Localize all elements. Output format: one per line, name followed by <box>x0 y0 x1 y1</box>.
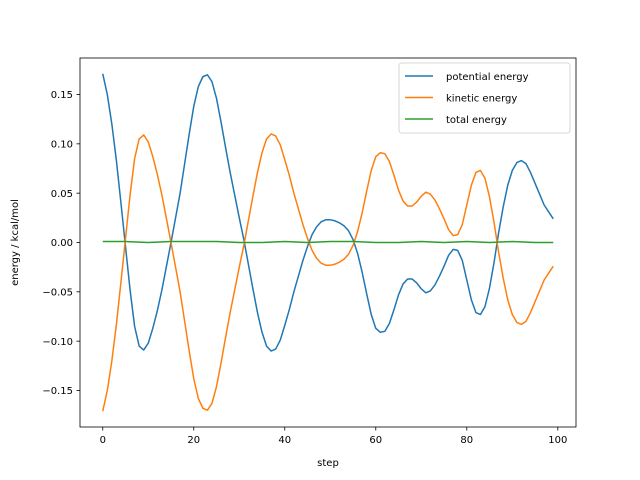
y-tick-label: 0.15 <box>51 90 73 101</box>
y-tick-label: 0.10 <box>51 139 73 150</box>
x-tick-label: 60 <box>369 435 382 446</box>
y-tick-label: 0.05 <box>51 189 73 200</box>
legend-label-potential-energy: potential energy <box>446 72 529 83</box>
series-line-kinetic-energy <box>102 133 554 412</box>
y-axis-ticks: −0.15 −0.10 −0.05 0.00 0.05 0.10 0.15 <box>42 90 80 397</box>
x-tick-label: 40 <box>278 435 291 446</box>
legend: potential energy kinetic energy total ener… <box>398 62 571 134</box>
legend-label-kinetic-energy: kinetic energy <box>446 94 517 105</box>
series-line-potential-energy <box>102 73 554 352</box>
y-tick-label: −0.05 <box>42 287 73 298</box>
x-tick-label: 20 <box>187 435 200 446</box>
x-axis-label: step <box>317 458 339 469</box>
y-tick-label: −0.10 <box>42 337 73 348</box>
legend-label-total-energy: total energy <box>446 115 507 126</box>
x-tick-label: 100 <box>548 435 567 446</box>
legend-box <box>398 62 571 134</box>
y-tick-label: −0.15 <box>42 386 73 397</box>
axes-frame <box>79 57 577 428</box>
plot-lines <box>102 73 554 412</box>
y-tick-label: 0.00 <box>51 238 73 249</box>
y-axis-label: energy / kcal/mol <box>10 199 21 286</box>
x-tick-label: 80 <box>460 435 473 446</box>
x-tick-label: 0 <box>100 435 106 446</box>
x-axis-ticks: 0 20 40 60 80 100 <box>100 427 567 446</box>
series-line-total-energy <box>102 240 554 244</box>
